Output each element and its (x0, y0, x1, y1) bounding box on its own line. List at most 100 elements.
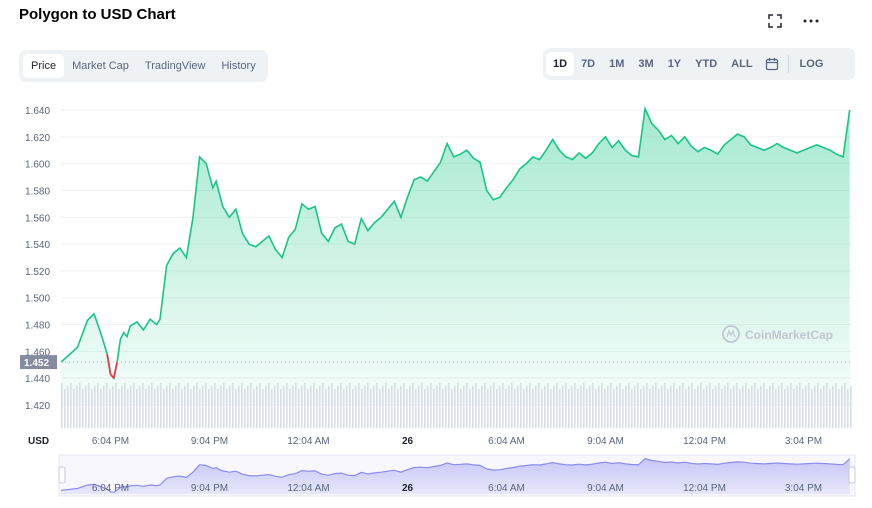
volume-bar (352, 389, 354, 428)
volume-bar (319, 386, 321, 428)
volume-bar (247, 386, 249, 428)
volume-bar (205, 383, 207, 428)
volume-bar (436, 386, 438, 428)
navigator-tick-label: 9:04 PM (191, 483, 228, 494)
volume-bar (643, 386, 645, 428)
volume-bars (61, 383, 852, 428)
volume-bar (178, 383, 180, 428)
volume-bar (100, 389, 102, 428)
volume-bar (466, 383, 468, 428)
volume-bar (691, 383, 693, 428)
volume-bar (391, 386, 393, 428)
y-tick-label: 1.500 (25, 294, 50, 305)
volume-bar (277, 383, 279, 428)
range-ytd[interactable]: YTD (695, 58, 718, 70)
tab-tradingview[interactable]: TradingView (144, 60, 206, 72)
tab-price[interactable]: Price (23, 54, 65, 78)
y-tick-label: 1.640 (25, 106, 50, 117)
volume-bar (67, 386, 69, 428)
volume-bar (523, 389, 525, 428)
volume-bar (832, 386, 834, 428)
volume-bar (424, 389, 426, 428)
volume-bar (511, 383, 513, 428)
range-1m[interactable]: 1M (609, 58, 625, 70)
volume-bar (190, 389, 192, 428)
volume-bar (130, 386, 132, 428)
volume-bar (766, 389, 768, 428)
range-3m[interactable]: 3M (638, 58, 654, 70)
volume-bar (286, 383, 288, 428)
volume-bar (799, 383, 801, 428)
volume-bar (499, 386, 501, 428)
volume-bar (751, 386, 753, 428)
volume-bar (316, 389, 318, 428)
tab-market-cap[interactable]: Market Cap (72, 60, 129, 72)
volume-bar (343, 389, 345, 428)
volume-bar (154, 389, 156, 428)
volume-bar (109, 389, 111, 428)
more-icon[interactable] (800, 12, 822, 30)
range-1d[interactable]: 1D (546, 52, 575, 76)
volume-bar (274, 386, 276, 428)
volume-bar (106, 383, 108, 428)
volume-bar (790, 383, 792, 428)
volume-bar (550, 389, 552, 428)
range-7d[interactable]: 7D (581, 58, 596, 70)
volume-bar (127, 389, 129, 428)
watermark: CoinMarketCap (722, 325, 833, 343)
y-tick-label: 1.460 (25, 347, 50, 358)
volume-bar (703, 389, 705, 428)
navigator-tick-label: 3:04 PM (785, 483, 822, 494)
volume-bar (412, 383, 414, 428)
volume-bar (781, 383, 783, 428)
volume-bar (706, 386, 708, 428)
volume-bar (676, 389, 678, 428)
volume-bar (64, 389, 66, 428)
range-1y[interactable]: 1Y (667, 58, 682, 70)
log-toggle[interactable]: LOG (799, 58, 824, 70)
watermark-text: CoinMarketCap (745, 328, 833, 342)
volume-bar (748, 389, 750, 428)
volume-bar (769, 386, 771, 428)
volume-bar (478, 389, 480, 428)
range-all[interactable]: ALL (731, 58, 753, 70)
volume-bar (607, 386, 609, 428)
volume-bar (346, 386, 348, 428)
volume-bar (292, 386, 294, 428)
volume-bar (145, 389, 147, 428)
volume-bar (742, 386, 744, 428)
volume-bar (454, 386, 456, 428)
y-axis-labels: 1.640 1.620 1.600 1.580 1.560 1.540 1.520 1.500… (25, 106, 50, 412)
coinmarketcap-logo-icon (722, 325, 740, 343)
volume-bar (268, 383, 270, 428)
volume-bar (745, 383, 747, 428)
volume-bar (841, 386, 843, 428)
price-area-fill (61, 108, 850, 405)
volume-bar (634, 386, 636, 428)
x-tick-label: 12:04 PM (683, 436, 726, 447)
y-tick-label: 1.420 (25, 401, 50, 412)
calendar-icon[interactable] (760, 54, 784, 74)
volume-bar (532, 389, 534, 428)
volume-bar (547, 383, 549, 428)
volume-bar (598, 386, 600, 428)
volume-bar (460, 389, 462, 428)
volume-bar (649, 389, 651, 428)
fullscreen-icon[interactable] (764, 12, 786, 30)
y-tick-label: 1.600 (25, 160, 50, 171)
volume-bar (244, 389, 246, 428)
price-line-down-segment (106, 353, 112, 375)
navigator-tick-label: 6:04 AM (488, 483, 525, 494)
volume-bar (409, 386, 411, 428)
volume-bar (91, 389, 93, 428)
y-tick-label: 1.520 (25, 267, 50, 278)
volume-bar (517, 386, 519, 428)
volume-bar (187, 383, 189, 428)
volume-bar (211, 386, 213, 428)
volume-bar (715, 386, 717, 428)
tab-history[interactable]: History (221, 60, 256, 72)
volume-bar (241, 383, 243, 428)
y-tick-label: 1.540 (25, 240, 50, 251)
volume-bar (283, 386, 285, 428)
